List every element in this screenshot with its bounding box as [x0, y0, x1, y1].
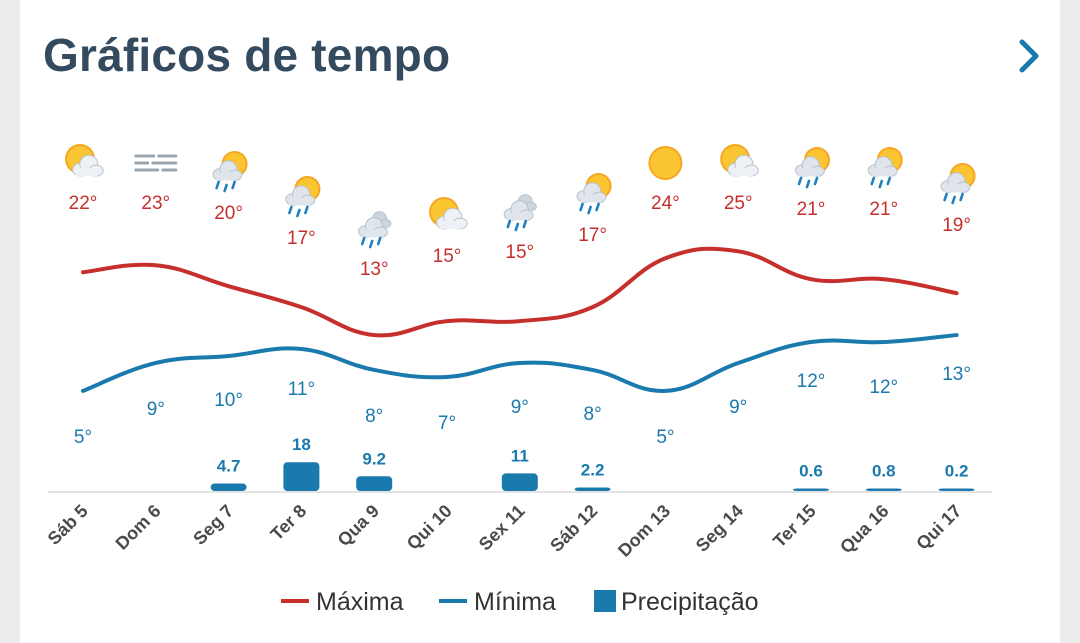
precip-label: 0.2 [945, 462, 969, 481]
card-title: Gráficos de tempo [43, 29, 451, 81]
x-tick-label: Seg 7 [189, 501, 237, 549]
max-temp-label: 15° [433, 246, 462, 267]
max-temp-label: 20° [214, 203, 243, 224]
sun-icon [648, 146, 683, 180]
x-tick-label: Qua 16 [836, 501, 893, 558]
legend-label: Mínima [474, 588, 556, 616]
min-temp-label: 13° [942, 364, 971, 385]
fog-icon [134, 154, 178, 172]
sun-rain-icon [867, 147, 903, 189]
min-temp-label: 11° [288, 379, 315, 400]
x-tick-label: Sáb 5 [44, 501, 92, 549]
max-temp-label: 15° [505, 242, 534, 263]
precip-bar [865, 488, 902, 491]
series-line-max [81, 246, 959, 338]
max-temp-label: 13° [360, 259, 389, 280]
cloud-rain-icon [503, 194, 537, 232]
max-temp-label: 17° [578, 225, 607, 246]
legend-label: Máxima [316, 588, 404, 616]
precip-label: 18 [292, 435, 311, 454]
min-temp-label: 7° [438, 413, 456, 434]
partly-cloudy-icon [65, 144, 104, 177]
precip-bar [574, 487, 611, 491]
x-tick-label: Seg 14 [692, 501, 747, 556]
precip-bar [938, 488, 975, 491]
legend-marker [594, 590, 616, 612]
min-temp-label: 10° [214, 390, 243, 411]
precip-bar [283, 462, 320, 491]
x-tick-label: Qui 17 [912, 501, 965, 554]
x-tick-label: Dom 13 [614, 501, 674, 561]
sun-rain-icon [576, 173, 612, 215]
precip-label: 11 [511, 446, 529, 465]
min-temp-label: 5° [656, 427, 674, 448]
precip-label: 0.6 [799, 462, 823, 481]
x-tick-label: Ter 15 [769, 501, 820, 552]
max-temp-label: 19° [942, 215, 971, 236]
min-temp-label: 8° [584, 404, 602, 425]
sun-rain-icon [794, 147, 830, 189]
x-tick-label: Sex 11 [475, 501, 529, 555]
precip-label: 9.2 [362, 449, 386, 468]
sun-rain-icon [940, 163, 976, 205]
max-temp-label: 21° [869, 199, 898, 220]
min-temp-label: 8° [365, 406, 383, 427]
legend-label: Precipitação [621, 588, 759, 616]
min-temp-label: 9° [147, 399, 165, 420]
precip-bar [793, 488, 829, 491]
precip-label: 0.8 [872, 462, 896, 481]
partly-cloudy-icon [720, 144, 759, 177]
x-tick-label: Qui 10 [403, 501, 456, 554]
min-temp-label: 12° [869, 377, 898, 398]
min-temp-label: 12° [797, 371, 826, 392]
precip-bar [210, 483, 247, 491]
precip-bar [356, 476, 393, 491]
max-temp-label: 25° [724, 193, 753, 214]
sun-rain-icon [212, 151, 248, 193]
precip-bar [501, 473, 538, 491]
precip-label: 4.7 [217, 456, 241, 475]
cloud-rain-icon [358, 211, 392, 249]
x-tick-label: Qua 9 [334, 501, 384, 551]
max-temp-label: 23° [141, 193, 170, 214]
chart-legend: Máxima Mínima Precipitação [281, 588, 759, 616]
series-line-min [81, 333, 959, 393]
x-tick-label: Ter 8 [267, 501, 311, 545]
min-temp-label: 9° [729, 397, 747, 418]
partly-cloudy-icon [429, 197, 468, 230]
max-temp-label: 24° [651, 193, 680, 214]
chevron-right-icon[interactable] [1010, 36, 1046, 76]
weather-charts-card: Gráficos de tempo [20, 0, 1060, 643]
sun-rain-icon [285, 176, 321, 218]
x-tick-label: Sáb 12 [546, 501, 601, 556]
max-temp-label: 22° [69, 193, 98, 214]
max-temp-label: 21° [797, 199, 826, 220]
x-tick-label: Dom 6 [112, 501, 165, 554]
precip-label: 2.2 [581, 460, 605, 479]
max-temp-label: 17° [287, 228, 316, 249]
min-temp-label: 9° [511, 397, 529, 418]
min-temp-label: 5° [74, 427, 92, 448]
